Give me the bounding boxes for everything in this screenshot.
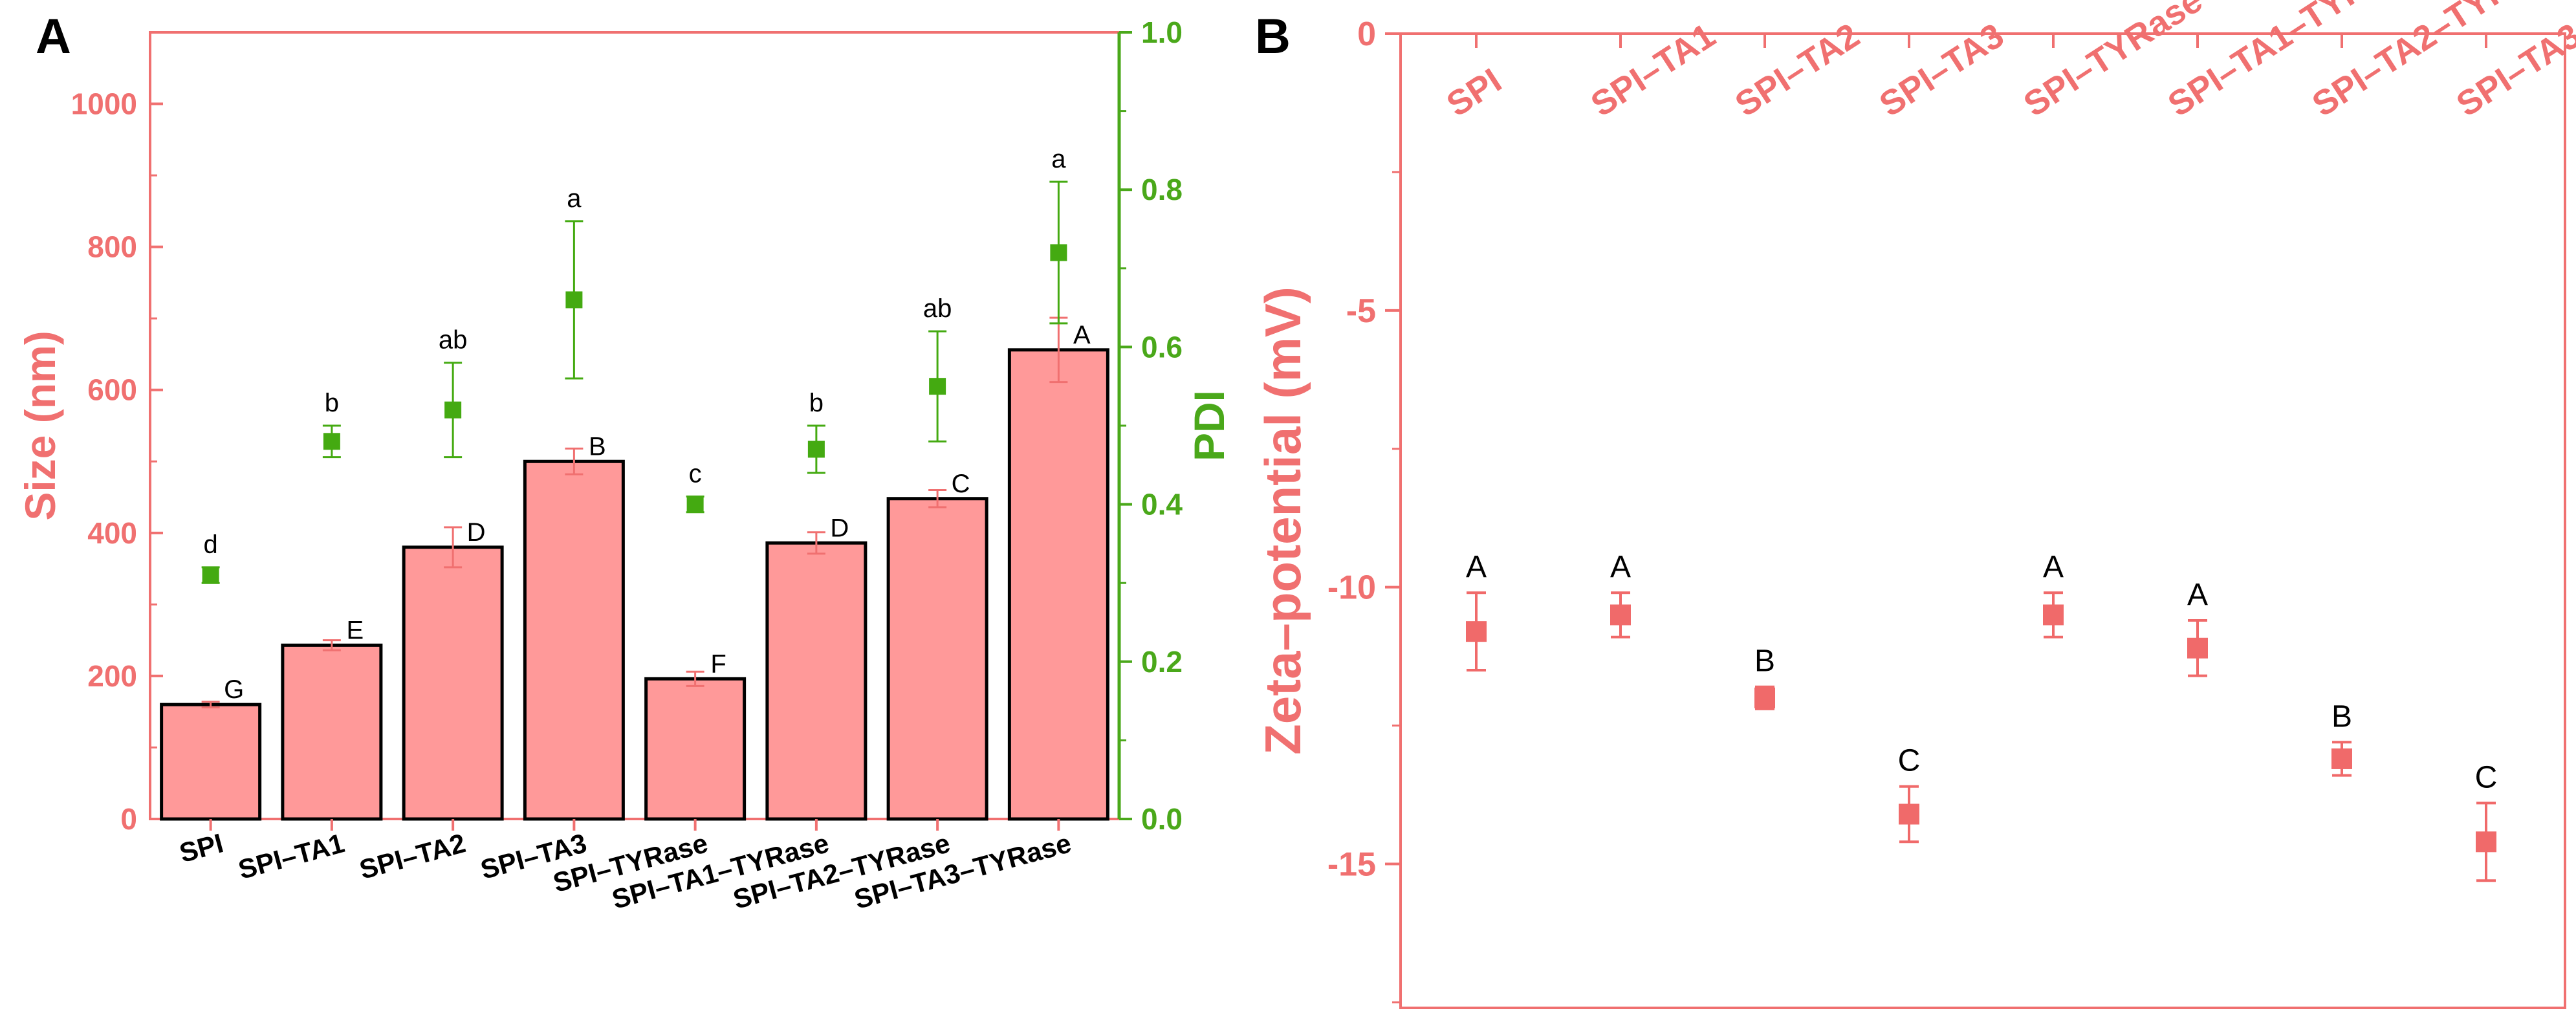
size-bar	[523, 459, 625, 821]
size-bar	[886, 497, 988, 821]
pdi-points: d b ab a c b ab a	[201, 145, 1068, 584]
pdi-significance-letter: ab	[439, 326, 468, 355]
pdi-marker	[444, 401, 462, 419]
pdi-tick-label: 0.4	[1141, 488, 1183, 521]
size-bar	[1007, 348, 1109, 821]
pdi-axis-title: PDI	[1185, 390, 1233, 461]
zeta-significance-letter: A	[2187, 578, 2208, 612]
category-label: SPI–TA2	[1729, 16, 1866, 124]
zeta-axis-ticks: 0 -5 -10 -15	[1327, 16, 1401, 1003]
size-significance-letter: F	[710, 649, 726, 678]
pdi-tick-label: 0.6	[1141, 330, 1183, 364]
zeta-marker	[2043, 604, 2064, 626]
category-label: SPI–TA1	[235, 827, 347, 885]
size-tick-label: 400	[87, 516, 137, 550]
pdi-tick-label: 1.0	[1141, 16, 1183, 49]
pdi-marker	[1050, 244, 1067, 261]
size-significance-letter: G	[224, 675, 244, 704]
zeta-tick-label: 0	[1357, 16, 1376, 53]
pdi-tick-label: 0.0	[1141, 802, 1183, 836]
size-axis-title: Size (nm)	[16, 331, 64, 520]
size-tick-label: 200	[87, 659, 137, 693]
size-significance-letter: A	[1073, 321, 1091, 349]
category-label: SPI	[176, 827, 226, 868]
zeta-marker	[2187, 637, 2208, 659]
panel-b-label: B	[1255, 9, 1291, 64]
zeta-marker	[1610, 604, 1631, 626]
pdi-tick-label: 0.2	[1141, 645, 1183, 679]
pdi-significance-letter: ab	[923, 294, 952, 323]
pdi-significance-letter: a	[1051, 145, 1066, 173]
panel-a-size-pdi-chart: A Size (nm) PDI 0 200 400 600 800 1000 0.0 0.2…	[16, 9, 1233, 915]
size-tick-label: 800	[87, 230, 137, 264]
pdi-marker	[929, 378, 946, 395]
size-axis-ticks: 0 200 400 600 800 1000	[71, 87, 163, 836]
pdi-marker	[565, 291, 583, 309]
pdi-marker	[807, 441, 825, 458]
size-significance-letter: B	[589, 432, 606, 461]
size-tick-label: 600	[87, 373, 137, 407]
size-bars: G E D B F D C A	[160, 316, 1109, 821]
zeta-significance-letter: C	[1898, 744, 1921, 778]
panel-b-category-labels: SPI SPI–TA1 SPI–TA2 SPI–TA3 SPI–TYRaseSPI–TA…	[1440, 0, 2576, 124]
zeta-marker	[2331, 748, 2352, 769]
zeta-tick-label: -5	[1346, 292, 1376, 330]
zeta-marker	[1754, 687, 1775, 708]
size-bar	[281, 643, 383, 821]
panel-a-category-labels: SPI SPI–TA1 SPI–TA2 SPI–TA3SPI–TYRaseSPI–TA…	[176, 819, 1075, 915]
category-label: SPI	[1440, 61, 1509, 124]
zeta-significance-letter: A	[1466, 550, 1487, 584]
size-tick-label: 1000	[71, 87, 137, 121]
pdi-significance-letter: a	[567, 184, 582, 213]
category-label: SPI–TA2	[356, 827, 469, 885]
size-bar	[402, 545, 504, 821]
size-tick-label: 0	[120, 802, 137, 836]
zeta-points: A A B C A A B C	[1466, 550, 2498, 882]
zeta-marker	[1466, 621, 1487, 642]
pdi-marker	[323, 433, 340, 450]
size-significance-letter: C	[952, 470, 970, 498]
pdi-marker	[686, 496, 704, 513]
zeta-significance-letter: B	[1754, 644, 1775, 679]
panel-b-frame	[1399, 32, 2566, 1009]
zeta-axis-title: Zeta–potential (mV)	[1254, 287, 1311, 755]
zeta-significance-letter: C	[2475, 760, 2498, 794]
pdi-significance-letter: c	[689, 459, 702, 488]
zeta-significance-letter: A	[2043, 550, 2064, 584]
size-bar	[765, 541, 868, 821]
pdi-significance-letter: d	[204, 530, 218, 559]
pdi-significance-letter: b	[809, 389, 824, 417]
zeta-significance-letter: B	[2331, 699, 2352, 734]
zeta-marker	[1899, 803, 1919, 825]
pdi-significance-letter: b	[325, 389, 339, 417]
zeta-marker	[2476, 831, 2496, 853]
size-bar	[644, 677, 747, 821]
pdi-axis-ticks: 0.0 0.2 0.4 0.6 0.8 1.0	[1117, 16, 1183, 836]
pdi-marker	[202, 567, 219, 584]
panel-b-zeta-chart: B Zeta–potential (mV) 0 -5 -10 -15 SPI SPI–T…	[1254, 0, 2576, 1009]
zeta-tick-label: -10	[1327, 569, 1376, 607]
size-significance-letter: D	[467, 518, 486, 547]
pdi-tick-label: 0.8	[1141, 173, 1183, 206]
category-label: SPI–TA1	[1584, 16, 1722, 124]
zeta-tick-label: -15	[1327, 846, 1376, 884]
size-significance-letter: E	[347, 616, 364, 644]
category-label: SPI–TA3	[1873, 16, 2011, 124]
zeta-significance-letter: A	[1610, 550, 1631, 584]
size-significance-letter: D	[830, 514, 849, 542]
size-bar	[160, 703, 262, 821]
panel-a-label: A	[36, 9, 71, 64]
